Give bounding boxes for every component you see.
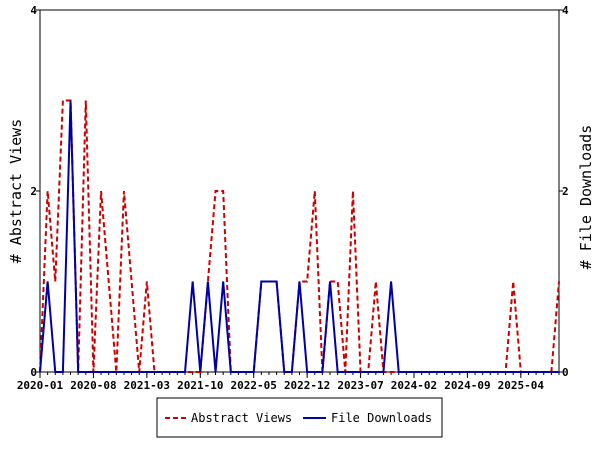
y-tick-label-right-0: 0 (562, 366, 569, 379)
x-tick-label-2021-03: 2021-03 (124, 379, 170, 392)
x-tick-label-2024-02: 2024-02 (391, 379, 437, 392)
plot-area (39, 9, 560, 373)
legend: Abstract Views File Downloads (156, 397, 443, 438)
legend-label-file-downloads: File Downloads (331, 411, 432, 425)
x-tick-label-2020-08: 2020-08 (70, 379, 116, 392)
y-tick-label-right-2: 2 (562, 185, 569, 198)
x-tick-label-2024-09: 2024-09 (444, 379, 490, 392)
y-tick-label-left-4: 4 (30, 4, 37, 17)
x-tick-label-2025-04: 2025-04 (498, 379, 545, 392)
x-tick-label-2020-01: 2020-01 (17, 379, 64, 392)
x-tick-label-2023-07: 2023-07 (337, 379, 383, 392)
legend-box (156, 397, 443, 438)
x-tick-label-2022-12: 2022-12 (284, 379, 330, 392)
y-axis-left-title: # Abstract Views (7, 119, 25, 264)
y-axis-right-title: # File Downloads (577, 125, 595, 270)
y-tick-label-left-2: 2 (30, 185, 37, 198)
x-tick-label-2021-10: 2021-10 (177, 379, 223, 392)
y-tick-label-left-0: 0 (30, 366, 37, 379)
legend-label-abstract-views: Abstract Views (191, 411, 292, 425)
x-tick-label-2022-05: 2022-05 (231, 379, 277, 392)
y-tick-label-right-4: 4 (562, 4, 569, 17)
series-line-file-downloads (39, 100, 559, 373)
